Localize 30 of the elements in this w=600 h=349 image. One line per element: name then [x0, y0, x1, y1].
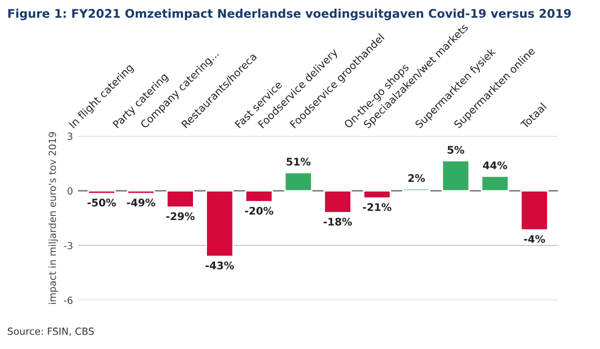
bar: [166, 190, 194, 208]
y-tick-label: 3: [68, 132, 72, 140]
annotation: -4%: [524, 235, 546, 243]
bar: [244, 190, 274, 202]
bar: [324, 190, 352, 214]
bar: [126, 190, 156, 194]
bar: [206, 190, 234, 258]
annotation: 51%: [286, 158, 310, 166]
y-tick-label: -3: [64, 242, 72, 250]
bar: [362, 190, 392, 199]
annotation: -49%: [126, 198, 156, 207]
annotation: 5%: [448, 146, 464, 154]
y-tick-label: 0: [68, 187, 72, 195]
chart-title: Figure 1: FY2021 Omzetimpact Nederlandse voedingsuitgaven Covid-19 versus 2019: [8, 8, 571, 20]
annotation: -21%: [362, 203, 392, 212]
annotation: -18%: [324, 218, 352, 226]
bar: [520, 190, 548, 231]
bar: [88, 190, 116, 194]
annotation: -43%: [206, 262, 234, 270]
y-tick-label: -6: [64, 296, 73, 304]
bar: [442, 160, 470, 192]
y-axis-title: impact in miljarden euro's tov 2019: [48, 132, 58, 304]
annotation: 44%: [483, 161, 508, 170]
source-note: Source: FSIN, CBS: [8, 328, 94, 336]
annotation: 2%: [408, 174, 425, 182]
annotation: -50%: [88, 198, 116, 207]
bar: [480, 176, 510, 192]
annotation: -20%: [244, 206, 274, 215]
bar: [284, 172, 312, 192]
annotation: -29%: [166, 212, 195, 220]
